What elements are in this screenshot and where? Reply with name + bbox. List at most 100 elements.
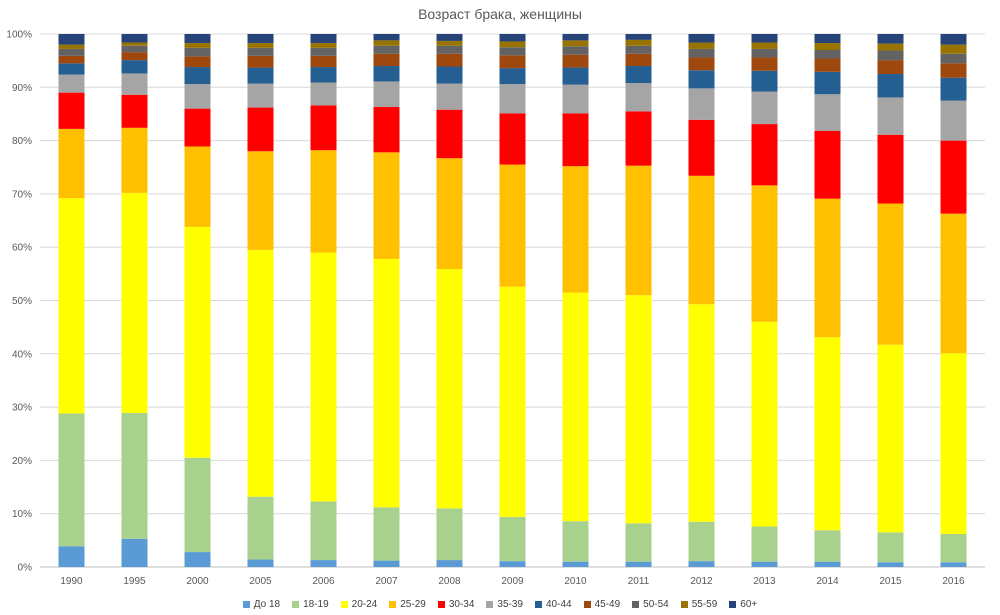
bar-segment xyxy=(814,43,841,50)
bar-segment xyxy=(562,113,589,167)
bar-segment xyxy=(58,546,85,567)
x-tick-label: 2000 xyxy=(186,576,209,587)
x-tick-label: 2009 xyxy=(501,576,524,587)
bar-stack-1990 xyxy=(58,34,85,567)
bar-segment xyxy=(499,561,526,567)
bar-segment xyxy=(751,57,778,71)
bar-segment xyxy=(688,42,715,49)
bar-segment xyxy=(58,198,85,414)
bar-segment xyxy=(373,152,400,259)
bar-segment xyxy=(58,413,85,547)
bar-segment xyxy=(751,70,778,92)
bar-segment xyxy=(940,140,967,214)
bar-segment xyxy=(499,34,526,42)
bar-segment xyxy=(184,146,211,227)
bar-segment xyxy=(121,538,148,567)
bar-segment xyxy=(499,164,526,287)
legend-label: 60+ xyxy=(740,598,758,610)
legend-label: 40-44 xyxy=(545,598,572,610)
y-tick-label: 20% xyxy=(12,456,32,467)
bar-segment xyxy=(121,52,148,61)
bar-stack-2011 xyxy=(625,34,652,567)
bar-segment xyxy=(247,67,274,84)
bar-segment xyxy=(247,34,274,44)
x-tick-label: 2010 xyxy=(564,576,587,587)
bar-segment xyxy=(121,73,148,95)
bar-segment xyxy=(877,34,904,44)
bar-segment xyxy=(499,47,526,56)
bar-stack-2008 xyxy=(436,34,463,567)
bar-segment xyxy=(121,34,148,43)
legend-label: 25-29 xyxy=(400,598,426,610)
bar-segment xyxy=(184,108,211,147)
legend-label: 50-54 xyxy=(643,598,669,610)
bar-segment xyxy=(751,321,778,527)
bar-segment xyxy=(310,501,337,561)
bar-segment xyxy=(436,508,463,561)
bar-segment xyxy=(877,344,904,533)
bar-stack-2007 xyxy=(373,34,400,567)
bar-segment xyxy=(310,43,337,48)
bar-segment xyxy=(877,60,904,74)
bar-segment xyxy=(940,533,967,563)
y-tick-label: 80% xyxy=(12,136,32,147)
bar-segment xyxy=(184,43,211,48)
bar-segment xyxy=(940,353,967,534)
y-tick-label: 40% xyxy=(12,349,32,360)
bar-segment xyxy=(688,70,715,89)
bar-segment xyxy=(247,559,274,567)
bar-segment xyxy=(184,84,211,109)
bar-stack-1995 xyxy=(121,34,148,567)
bar-segment xyxy=(814,58,841,72)
bar-segment xyxy=(499,84,526,114)
y-tick-label: 10% xyxy=(12,509,32,520)
bar-segment xyxy=(58,34,85,45)
bar-segment xyxy=(436,158,463,270)
bar-segment xyxy=(499,68,526,85)
legend-item: 30-34 xyxy=(437,599,474,610)
x-axis: 1990 1995 2000 2005 2006 2007 2008 2009 2010 2011… xyxy=(60,576,965,587)
legend-item: До 18 xyxy=(242,599,280,610)
legend-item: 18-19 xyxy=(292,599,329,610)
bar-segment xyxy=(310,34,337,44)
bar-segment xyxy=(688,561,715,567)
bar-segment xyxy=(247,249,274,497)
bar-segment xyxy=(751,42,778,49)
bar-segment xyxy=(940,53,967,64)
bar-segment xyxy=(562,40,589,47)
bar-segment xyxy=(247,43,274,48)
bar-segment xyxy=(625,83,652,112)
bar-segment xyxy=(499,55,526,69)
bar-segment xyxy=(940,213,967,354)
bar-segment xyxy=(184,457,211,553)
bar-segment xyxy=(814,530,841,562)
bar-segment xyxy=(310,55,337,68)
legend-swatch xyxy=(389,600,397,608)
bar-segment xyxy=(814,49,841,59)
legend-item: 35-39 xyxy=(486,599,523,610)
bar-segment xyxy=(625,111,652,166)
bar-segment xyxy=(184,226,211,458)
legend-label: 35-39 xyxy=(497,598,523,610)
bar-segment xyxy=(940,100,967,141)
bar-segment xyxy=(562,561,589,567)
bar-segment xyxy=(58,44,85,49)
y-axis: 0% 10% 20% 30% 40% 50% 60% 70% 80% 90% 100% xyxy=(6,30,32,574)
bar-segment xyxy=(373,507,400,561)
bar-segment xyxy=(625,65,652,84)
x-tick-label: 2012 xyxy=(690,576,713,587)
bar-stack-2000 xyxy=(184,34,211,567)
bar-segment xyxy=(688,88,715,120)
bar-segment xyxy=(436,34,463,41)
legend-item: 40-44 xyxy=(534,598,572,610)
bar-stack-2006 xyxy=(310,34,337,567)
bar-segment xyxy=(310,105,337,151)
bar-segment xyxy=(247,496,274,560)
legend-swatch xyxy=(292,600,300,608)
legend-swatch xyxy=(534,600,542,608)
legend-swatch xyxy=(632,600,640,608)
bar-segment xyxy=(814,71,841,95)
bar-segment xyxy=(58,55,85,64)
bar-stack-2010 xyxy=(562,34,589,567)
x-tick-label: 2008 xyxy=(438,576,461,587)
